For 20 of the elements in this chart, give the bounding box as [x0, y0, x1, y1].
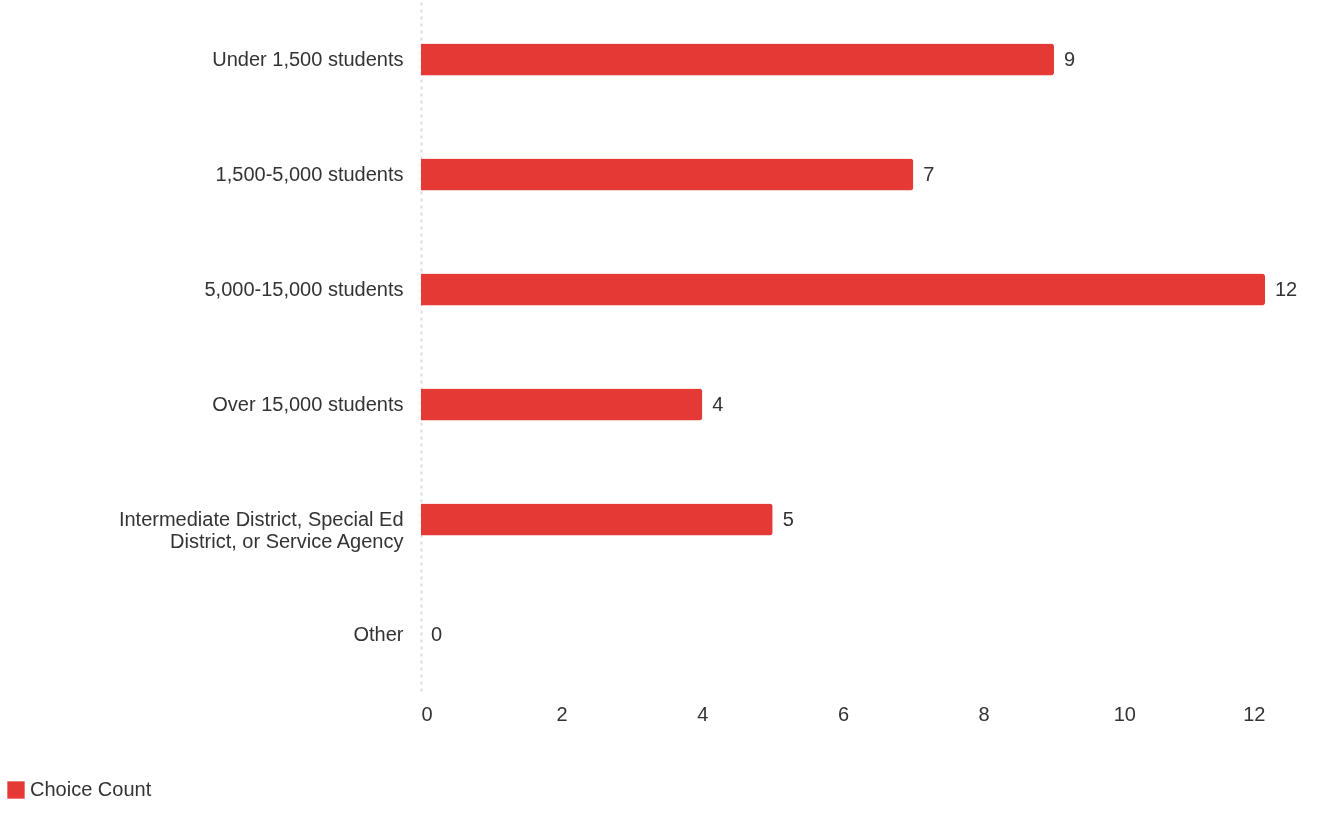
x-tick-label: 12	[1243, 702, 1266, 725]
data-label: 7	[923, 162, 935, 185]
data-label: 0	[431, 622, 443, 645]
y-tick-label: 1,500-5,000 students	[215, 162, 404, 185]
x-tick-label: 10	[1113, 702, 1136, 725]
y-tick-label: Other	[353, 622, 404, 645]
x-tick-label: 6	[837, 702, 850, 725]
legend-label: Choice Count	[30, 778, 152, 800]
data-label: 5	[782, 507, 794, 530]
data-label: 12	[1275, 277, 1298, 300]
y-tick-label: Intermediate District, Special Ed District, or Service Agency	[118, 507, 404, 552]
data-label: 9	[1064, 47, 1076, 70]
x-tick-label: 0	[421, 702, 433, 725]
x-tick-label: 4	[697, 702, 709, 725]
y-tick-label: Under 1,500 students	[212, 47, 404, 70]
y-tick-label: Over 15,000 students	[212, 392, 404, 415]
y-tick-label: 5,000-15,000 students	[204, 277, 404, 300]
data-label: 4	[712, 392, 724, 415]
x-tick-label: 8	[978, 702, 990, 725]
x-tick-label: 2	[556, 702, 568, 725]
